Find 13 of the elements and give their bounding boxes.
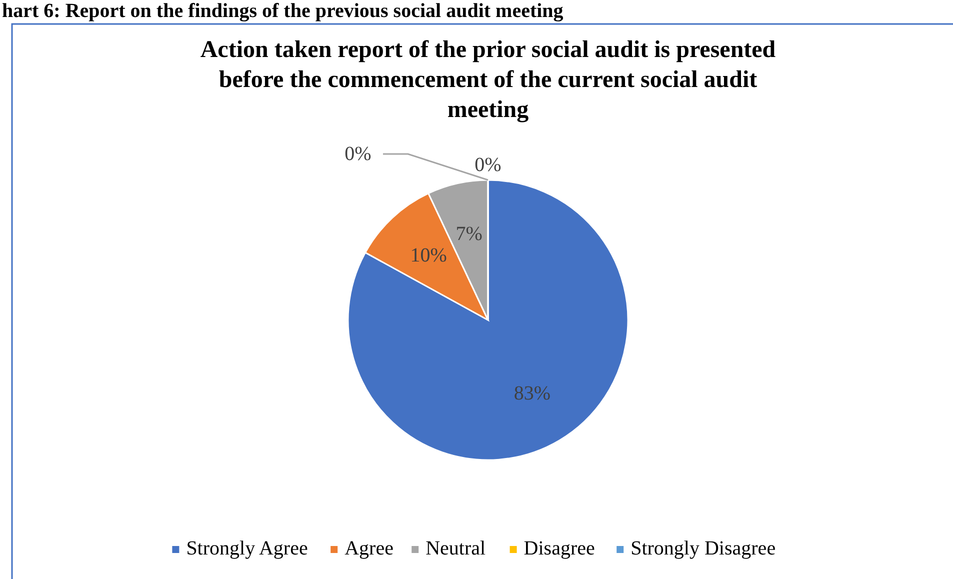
- data-label: 83%: [514, 382, 551, 404]
- text: 0%: [344, 143, 372, 165]
- legend-label: Strongly Disagree: [630, 538, 776, 560]
- data-label: 10%: [410, 244, 447, 266]
- legend-label: Neutral: [426, 538, 486, 560]
- legend-label: Disagree: [524, 538, 595, 560]
- pie-slice: [347, 179, 629, 461]
- chart-title: Action taken report of the prior social audit is presented before the commencement of the current social audit meeting: [200, 37, 776, 123]
- text: hart 6: Report on the findings of the previous social audit meeting: [2, 0, 564, 22]
- text: 0%: [474, 154, 502, 176]
- legend-label: Strongly Agree: [186, 538, 308, 560]
- legend-label: Agree: [344, 538, 394, 560]
- data-label: 7%: [456, 222, 482, 245]
